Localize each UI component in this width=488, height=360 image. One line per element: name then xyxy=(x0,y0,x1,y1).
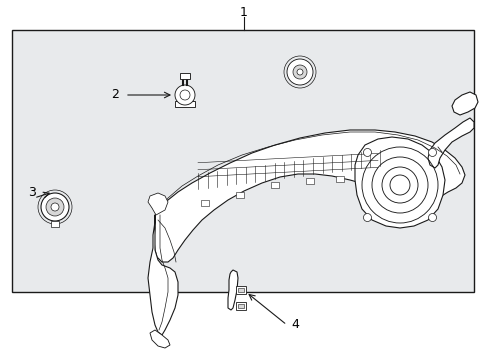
Text: 3: 3 xyxy=(28,186,36,199)
Circle shape xyxy=(286,59,312,85)
Bar xyxy=(51,221,59,227)
Text: 2: 2 xyxy=(111,89,119,102)
Circle shape xyxy=(427,148,436,157)
Text: 1: 1 xyxy=(240,5,247,18)
Polygon shape xyxy=(154,130,464,262)
Polygon shape xyxy=(150,330,170,348)
Bar xyxy=(236,302,245,310)
Circle shape xyxy=(427,213,436,221)
Circle shape xyxy=(292,65,306,79)
Circle shape xyxy=(51,203,59,211)
Circle shape xyxy=(363,148,371,157)
Bar xyxy=(175,101,195,107)
Bar xyxy=(335,176,343,182)
Polygon shape xyxy=(148,193,168,215)
Bar xyxy=(12,30,473,292)
Polygon shape xyxy=(354,137,444,228)
Circle shape xyxy=(296,69,303,75)
Polygon shape xyxy=(227,270,238,310)
Circle shape xyxy=(180,90,190,100)
Bar xyxy=(238,288,244,292)
Polygon shape xyxy=(148,215,178,335)
Bar xyxy=(236,192,244,198)
Bar xyxy=(305,178,313,184)
Text: 4: 4 xyxy=(290,319,298,332)
Circle shape xyxy=(175,85,195,105)
Circle shape xyxy=(46,198,64,216)
Polygon shape xyxy=(451,92,477,115)
Bar xyxy=(238,304,244,308)
Circle shape xyxy=(363,213,371,221)
Bar xyxy=(236,286,245,294)
Bar xyxy=(201,200,208,206)
Bar xyxy=(270,182,279,188)
Polygon shape xyxy=(427,118,473,168)
Circle shape xyxy=(41,193,69,221)
Bar xyxy=(180,73,190,79)
